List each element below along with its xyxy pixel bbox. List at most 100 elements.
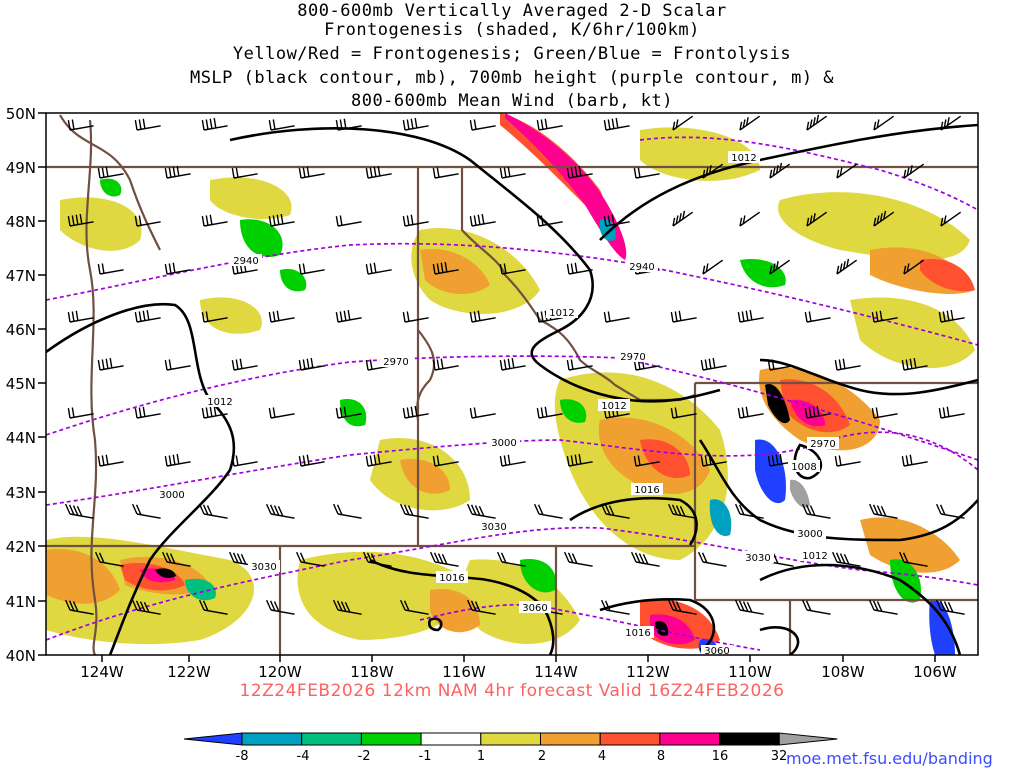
wind-barb bbox=[469, 407, 496, 419]
wind-barb bbox=[164, 359, 191, 371]
lon-label: 108W bbox=[821, 663, 865, 681]
svg-text:3030: 3030 bbox=[481, 522, 506, 533]
colorbar-label: 1 bbox=[477, 749, 485, 764]
colorbar-box bbox=[540, 732, 601, 746]
wind-barb bbox=[198, 503, 228, 519]
height-label: 3030 bbox=[742, 551, 774, 564]
wind-barb bbox=[432, 167, 459, 179]
colorbar-box bbox=[241, 732, 303, 746]
svg-text:2940: 2940 bbox=[233, 256, 258, 267]
svg-text:3060: 3060 bbox=[522, 603, 547, 614]
mslp-label: 1012 bbox=[546, 306, 578, 319]
wind-barb bbox=[767, 359, 794, 371]
svg-text:1012: 1012 bbox=[731, 153, 756, 164]
wind-barb bbox=[97, 263, 124, 275]
height-label: 3030 bbox=[248, 560, 280, 573]
lat-label: 42N bbox=[6, 538, 36, 556]
mslp-label: 1016 bbox=[631, 483, 663, 496]
wind-barb bbox=[871, 407, 898, 419]
wind-barb bbox=[231, 167, 258, 179]
wind-barb bbox=[94, 551, 124, 567]
svg-text:1012: 1012 bbox=[549, 308, 574, 319]
colorbar-label: -2 bbox=[358, 749, 371, 764]
height-label: 2940 bbox=[230, 254, 262, 267]
wind-barb bbox=[536, 215, 563, 227]
svg-text:2970: 2970 bbox=[620, 352, 645, 363]
wind-barb bbox=[566, 453, 593, 467]
colorbar-label: -1 bbox=[419, 749, 432, 764]
wind-barb bbox=[737, 309, 764, 323]
lat-label: 50N bbox=[6, 105, 36, 123]
wind-barb bbox=[566, 262, 593, 275]
wind-barb bbox=[335, 215, 362, 227]
title-line-1: 800-600mb Vertically Averaged 2-D Scalar bbox=[297, 1, 727, 21]
wind-barb bbox=[402, 405, 429, 419]
wind-barb bbox=[633, 167, 660, 179]
colorbar-arrow-left bbox=[183, 732, 243, 746]
wind-barb bbox=[295, 551, 325, 567]
wind-barb bbox=[365, 453, 392, 467]
mslp-label: 1012 bbox=[204, 395, 236, 408]
wind-barb bbox=[801, 503, 831, 519]
wind-barb bbox=[873, 115, 895, 131]
wind-barb bbox=[399, 599, 429, 615]
wind-barb bbox=[268, 213, 295, 227]
wind-barb bbox=[667, 599, 697, 615]
wind-barb bbox=[134, 309, 161, 323]
wind-barb bbox=[429, 551, 459, 567]
wind-barb bbox=[131, 503, 161, 519]
height-label: 3000 bbox=[156, 488, 188, 501]
colorbar-label: 8 bbox=[657, 749, 665, 764]
wind-barb bbox=[903, 259, 925, 275]
colorbar-label: 4 bbox=[598, 749, 606, 764]
colorbar-label: 32 bbox=[771, 749, 788, 764]
wind-barb bbox=[362, 551, 392, 567]
svg-text:3030: 3030 bbox=[745, 553, 770, 564]
height-label: 2970 bbox=[617, 350, 649, 363]
wind-barb bbox=[868, 599, 898, 615]
wind-barb bbox=[201, 405, 228, 419]
wind-barb bbox=[231, 455, 258, 467]
lat-label: 43N bbox=[6, 484, 36, 502]
lat-label: 45N bbox=[6, 375, 36, 393]
wind-barb bbox=[834, 358, 861, 371]
mslp-label: 1016 bbox=[436, 571, 468, 584]
svg-text:3030: 3030 bbox=[251, 562, 276, 573]
wind-barb bbox=[667, 503, 697, 519]
wind-barb bbox=[97, 454, 124, 467]
svg-text:1016: 1016 bbox=[625, 628, 650, 639]
lon-label: 118W bbox=[350, 663, 394, 681]
height-label: 3030 bbox=[478, 520, 510, 533]
latitude-axis: 50N 49N 48N 47N 46N 45N 44N 43N 42N 41N … bbox=[6, 105, 46, 665]
map-frame bbox=[45, 112, 979, 656]
mslp-label: 1012 bbox=[598, 399, 630, 412]
wind-barb bbox=[536, 118, 563, 131]
height-label: 2940 bbox=[626, 260, 658, 273]
wind-barb bbox=[298, 357, 325, 371]
wind-barb bbox=[600, 599, 630, 615]
colorbar-arrow-right bbox=[778, 732, 838, 746]
wind-barb bbox=[563, 551, 593, 567]
contour-labels: 1012 1012 1012 1012 1012 1016 1016 1016 … bbox=[156, 151, 839, 657]
height-label: 3060 bbox=[519, 601, 551, 614]
wind-barb bbox=[737, 406, 764, 419]
wind-barb bbox=[935, 599, 965, 615]
svg-text:3000: 3000 bbox=[491, 438, 516, 449]
wind-barb bbox=[164, 165, 191, 179]
wind-barb bbox=[265, 503, 295, 519]
wind-barb bbox=[432, 358, 459, 371]
wind-barb bbox=[268, 310, 295, 323]
wind-barb bbox=[603, 214, 630, 227]
wind-barb bbox=[702, 163, 724, 179]
lon-label: 124W bbox=[80, 663, 124, 681]
wind-barb bbox=[901, 357, 928, 371]
wind-barb bbox=[940, 115, 962, 131]
wind-barb bbox=[469, 310, 496, 323]
colorbar-label: 2 bbox=[538, 749, 546, 764]
wind-barb bbox=[496, 551, 526, 567]
wind-barb bbox=[432, 455, 459, 467]
wind-barb bbox=[873, 210, 895, 227]
source-url[interactable]: moe.met.fsu.edu/banding bbox=[786, 749, 993, 768]
wind-barb bbox=[935, 503, 965, 519]
wind-barbs bbox=[64, 114, 965, 615]
